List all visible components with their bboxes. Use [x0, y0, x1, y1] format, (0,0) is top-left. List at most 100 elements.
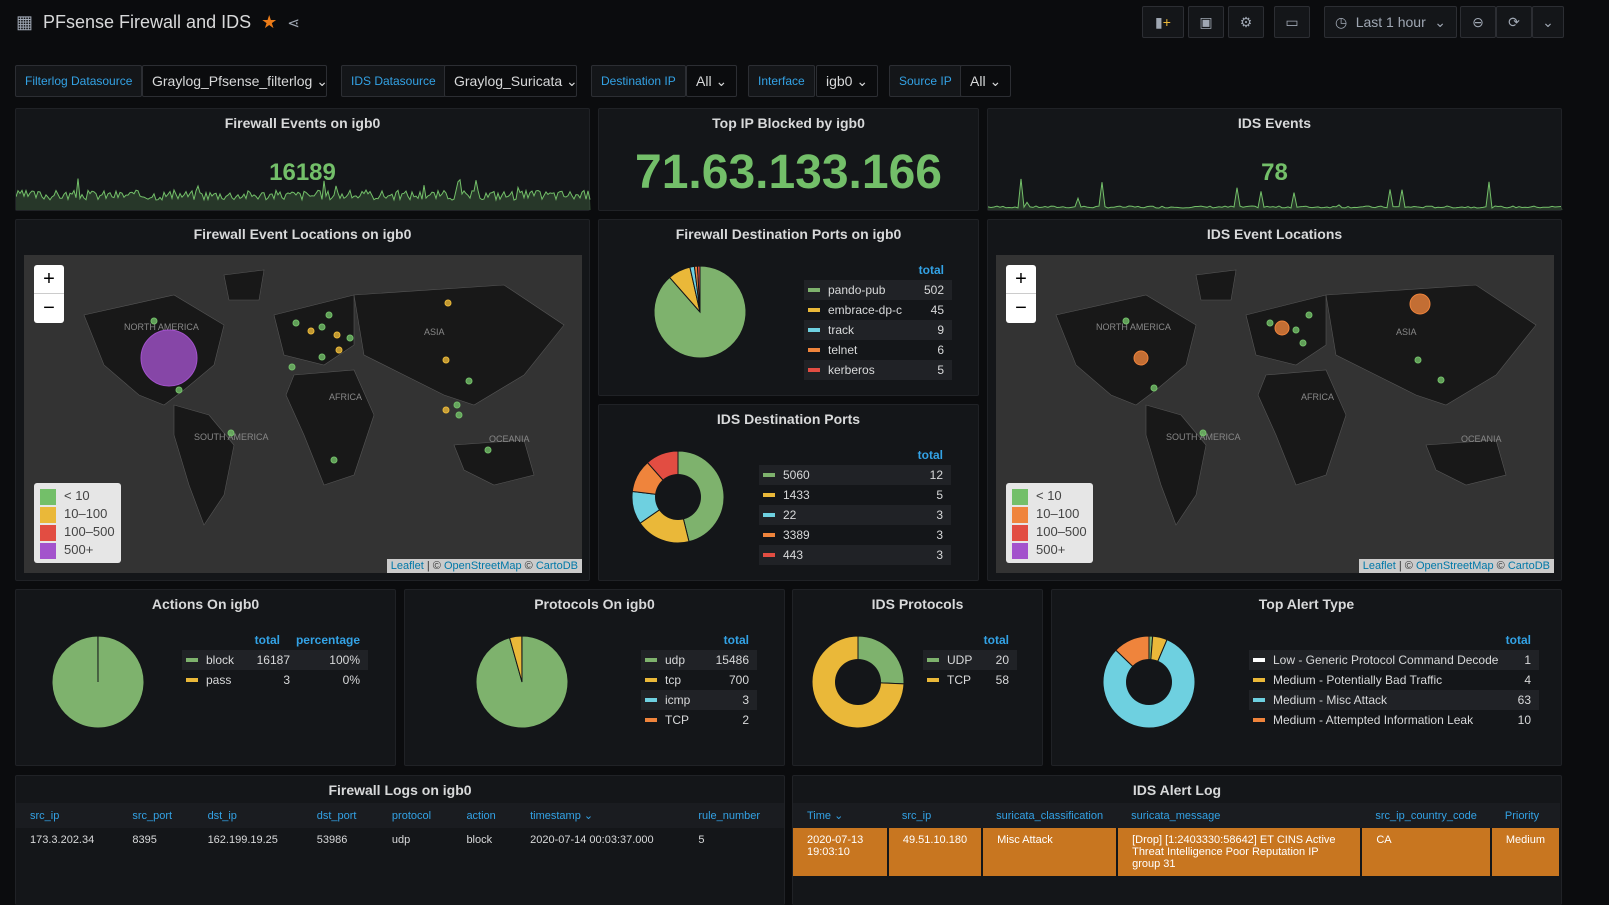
- location-marker[interactable]: [1133, 350, 1149, 366]
- legend-item[interactable]: Medium - Potentially Bad Traffic 4: [1249, 670, 1539, 690]
- location-marker[interactable]: [307, 327, 315, 335]
- cartodb-link[interactable]: CartoDB: [1507, 560, 1550, 572]
- location-marker[interactable]: [1305, 311, 1313, 319]
- legend-item[interactable]: TCP 2: [641, 710, 757, 730]
- refresh-interval-dropdown[interactable]: ⌄: [1532, 6, 1564, 38]
- legend-header-total[interactable]: total: [1505, 633, 1531, 647]
- legend-item[interactable]: 5060 12: [759, 465, 951, 485]
- world-map[interactable]: NORTH AMERICA ASIA AFRICA SOUTH AMERICA OCEA…: [24, 255, 582, 573]
- leaflet-link[interactable]: Leaflet: [1362, 560, 1396, 572]
- legend-header-total[interactable]: total: [918, 263, 944, 277]
- filterlog-datasource-select[interactable]: Graylog_Pfsense_filterlog ⌄: [142, 65, 328, 97]
- legend-item[interactable]: UDP 20: [923, 650, 1017, 670]
- zoom-in-button[interactable]: +: [34, 265, 64, 294]
- legend-header-total[interactable]: total: [917, 448, 943, 462]
- legend-item[interactable]: TCP 58: [923, 670, 1017, 690]
- source-ip-select[interactable]: All ⌄: [960, 65, 1012, 97]
- location-marker[interactable]: [140, 329, 198, 387]
- table-row[interactable]: 2020-07-13 19:03:10 49.51.10.180 Misc Atta…: [793, 828, 1562, 876]
- location-marker[interactable]: [1150, 384, 1158, 392]
- table-row[interactable]: 173.3.202.34 8395 162.199.19.25 53986 udp blo…: [16, 828, 784, 852]
- dashboard-title[interactable]: PFsense Firewall and IDS: [43, 12, 252, 32]
- column-header[interactable]: src_ip: [887, 803, 983, 828]
- zoom-out-button[interactable]: −: [1015, 297, 1027, 319]
- column-header[interactable]: src_port: [118, 803, 194, 828]
- legend-item[interactable]: 1433 5: [759, 485, 951, 505]
- location-marker[interactable]: [175, 386, 183, 394]
- add-panel-button[interactable]: ▮+: [1142, 6, 1184, 38]
- legend-item[interactable]: Low - Generic Protocol Command Decode 1: [1249, 650, 1539, 670]
- location-marker[interactable]: [288, 363, 296, 371]
- location-marker[interactable]: [1437, 376, 1445, 384]
- location-marker[interactable]: [465, 377, 473, 385]
- legend-item[interactable]: icmp 3: [641, 690, 757, 710]
- zoom-out-button[interactable]: ⊖: [1460, 6, 1496, 38]
- legend-item[interactable]: kerberos 5: [804, 360, 952, 380]
- location-marker[interactable]: [150, 317, 158, 325]
- openstreetmap-link[interactable]: OpenStreetMap: [1415, 560, 1494, 572]
- column-header[interactable]: Priority: [1490, 803, 1560, 828]
- location-marker[interactable]: [1199, 429, 1207, 437]
- column-header[interactable]: src_ip_country_code: [1361, 803, 1491, 828]
- column-header[interactable]: Time ⌄: [793, 803, 888, 828]
- location-marker[interactable]: [455, 411, 463, 419]
- location-marker[interactable]: [1299, 339, 1307, 347]
- location-marker[interactable]: [1292, 326, 1300, 334]
- world-map[interactable]: NORTH AMERICA ASIA AFRICA SOUTH AMERICA OCEA…: [996, 255, 1554, 573]
- leaflet-link[interactable]: Leaflet: [390, 560, 424, 572]
- location-marker[interactable]: [318, 323, 326, 331]
- legend-item[interactable]: udp 15486: [641, 650, 757, 670]
- time-picker[interactable]: ◷ Last 1 hour ⌄: [1324, 6, 1457, 38]
- interface-select[interactable]: igb0 ⌄: [816, 65, 879, 97]
- location-marker[interactable]: [292, 319, 300, 327]
- location-marker[interactable]: [1409, 293, 1431, 315]
- share-icon[interactable]: ⋖: [287, 14, 300, 32]
- location-marker[interactable]: [442, 356, 450, 364]
- pie-slice-kerberos[interactable]: [696, 265, 701, 313]
- location-marker[interactable]: [1414, 356, 1422, 364]
- column-header[interactable]: action: [452, 803, 517, 828]
- location-marker[interactable]: [1122, 317, 1130, 325]
- legend-item[interactable]: 443 3: [759, 545, 951, 565]
- legend-item[interactable]: pass 3 0%: [182, 670, 368, 690]
- settings-button[interactable]: ⚙: [1228, 6, 1264, 38]
- refresh-button[interactable]: ⟳: [1496, 6, 1532, 38]
- column-header[interactable]: protocol: [377, 803, 453, 828]
- legend-item[interactable]: block 16187 100%: [182, 650, 368, 670]
- location-marker[interactable]: [444, 299, 452, 307]
- location-marker[interactable]: [318, 353, 326, 361]
- legend-item[interactable]: track 9: [804, 320, 952, 340]
- legend-header-total[interactable]: total: [983, 633, 1009, 647]
- legend-header-total[interactable]: total: [254, 633, 280, 647]
- star-icon[interactable]: ★: [261, 12, 278, 32]
- location-marker[interactable]: [1266, 319, 1274, 327]
- location-marker[interactable]: [442, 406, 450, 414]
- apps-grid-icon[interactable]: ▦: [16, 12, 34, 32]
- location-marker[interactable]: [335, 346, 343, 354]
- legend-item[interactable]: Medium - Attempted Information Leak 10: [1249, 710, 1539, 730]
- destination-ip-select[interactable]: All ⌄: [686, 65, 738, 97]
- legend-item[interactable]: pando-pub 502: [804, 280, 952, 300]
- legend-item[interactable]: tcp 700: [641, 670, 757, 690]
- tv-mode-button[interactable]: ▭: [1274, 6, 1310, 38]
- zoom-out-button[interactable]: −: [43, 297, 55, 319]
- column-header[interactable]: suricata_classification: [982, 803, 1118, 828]
- location-marker[interactable]: [484, 446, 492, 454]
- legend-item[interactable]: 3389 3: [759, 525, 951, 545]
- pie-slice-5060[interactable]: [677, 450, 725, 543]
- location-marker[interactable]: [1274, 320, 1290, 336]
- location-marker[interactable]: [325, 311, 333, 319]
- legend-header-percentage[interactable]: percentage: [295, 633, 360, 647]
- zoom-in-button[interactable]: +: [1006, 265, 1036, 294]
- legend-item[interactable]: embrace-dp-c 45: [804, 300, 952, 320]
- location-marker[interactable]: [227, 429, 235, 437]
- legend-item[interactable]: Medium - Misc Attack 63: [1249, 690, 1539, 710]
- legend-item[interactable]: telnet 6: [804, 340, 952, 360]
- legend-item[interactable]: 22 3: [759, 505, 951, 525]
- location-marker[interactable]: [346, 334, 354, 342]
- column-header[interactable]: suricata_message: [1117, 803, 1362, 828]
- save-button[interactable]: ▣: [1188, 6, 1224, 38]
- column-header[interactable]: dst_ip: [193, 803, 303, 828]
- openstreetmap-link[interactable]: OpenStreetMap: [443, 560, 522, 572]
- legend-header-total[interactable]: total: [723, 633, 749, 647]
